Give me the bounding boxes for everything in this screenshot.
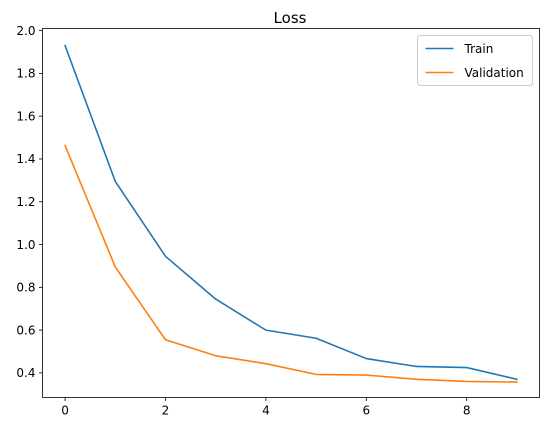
x-tick-label: 6 bbox=[362, 404, 370, 418]
chart-title: Loss bbox=[274, 9, 307, 27]
y-tick-label: 1.6 bbox=[16, 109, 35, 123]
x-tick-label: 0 bbox=[61, 404, 69, 418]
plot-area bbox=[64, 44, 518, 383]
y-tick-label: 2.0 bbox=[16, 24, 35, 38]
series-line-validation bbox=[64, 144, 518, 383]
x-axis: 0 2 4 6 8 bbox=[61, 397, 471, 418]
legend: Train Validation bbox=[417, 35, 533, 86]
x-tick-label: 8 bbox=[463, 404, 471, 418]
y-tick-label: 1.2 bbox=[16, 195, 35, 209]
y-tick-label: 1.4 bbox=[16, 152, 35, 166]
legend-label-train: Train bbox=[464, 42, 494, 56]
y-tick-label: 1.8 bbox=[16, 67, 35, 81]
y-axis: 0.4 0.6 0.8 1.0 1.2 1.4 1.6 1.8 2.0 bbox=[16, 24, 43, 380]
x-tick-label: 4 bbox=[262, 404, 270, 418]
series-line-train bbox=[64, 44, 518, 381]
y-tick-label: 0.4 bbox=[16, 366, 35, 380]
y-tick-label: 0.8 bbox=[16, 281, 35, 295]
y-tick-label: 0.6 bbox=[16, 323, 35, 337]
y-tick-label: 1.0 bbox=[16, 238, 35, 252]
legend-label-validation: Validation bbox=[465, 66, 524, 80]
x-tick-label: 2 bbox=[162, 404, 170, 418]
axes-frame bbox=[42, 28, 540, 398]
